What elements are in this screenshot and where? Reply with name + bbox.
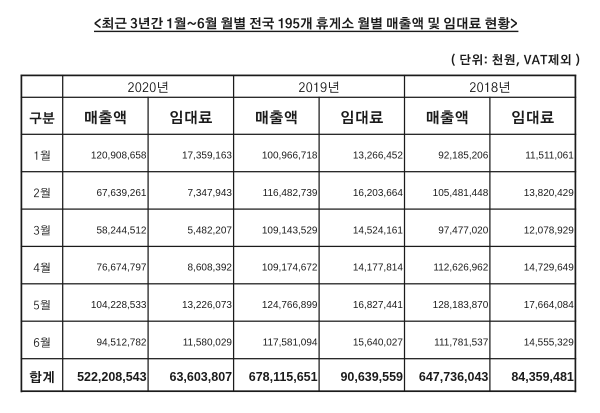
svg-text:13,226,073: 13,226,073 xyxy=(182,300,232,311)
svg-text:109,174,672: 109,174,672 xyxy=(262,263,318,274)
svg-text:84,359,481: 84,359,481 xyxy=(511,370,574,384)
svg-text:14,177,814: 14,177,814 xyxy=(353,263,403,274)
svg-text:76,674,797: 76,674,797 xyxy=(96,263,146,274)
svg-text:100,966,718: 100,966,718 xyxy=(262,151,318,162)
svg-text:58,244,512: 58,244,512 xyxy=(96,225,146,236)
svg-text:11,580,029: 11,580,029 xyxy=(183,338,233,349)
svg-text:124,766,899: 124,766,899 xyxy=(262,300,318,311)
svg-text:97,477,020: 97,477,020 xyxy=(438,225,488,236)
svg-text:117,581,094: 117,581,094 xyxy=(263,338,318,349)
svg-text:13,820,429: 13,820,429 xyxy=(524,188,574,199)
svg-text:94,512,782: 94,512,782 xyxy=(96,338,146,349)
svg-text:120,908,658: 120,908,658 xyxy=(91,151,147,162)
svg-text:522,208,543: 522,208,543 xyxy=(77,370,147,384)
svg-text:678,115,651: 678,115,651 xyxy=(249,370,318,384)
svg-text:14,729,649: 14,729,649 xyxy=(524,263,574,274)
svg-text:67,639,261: 67,639,261 xyxy=(96,188,146,199)
svg-text:112,626,962: 112,626,962 xyxy=(433,263,488,274)
svg-text:5,482,207: 5,482,207 xyxy=(188,225,233,236)
svg-text:17,664,084: 17,664,084 xyxy=(524,300,574,311)
svg-text:116,482,739: 116,482,739 xyxy=(263,188,318,199)
svg-text:15,640,027: 15,640,027 xyxy=(353,338,403,349)
svg-text:8,608,392: 8,608,392 xyxy=(188,263,233,274)
svg-text:90,639,559: 90,639,559 xyxy=(340,370,403,384)
svg-text:14,524,161: 14,524,161 xyxy=(353,225,403,236)
svg-text:111,781,537: 111,781,537 xyxy=(434,338,489,349)
svg-text:105,481,448: 105,481,448 xyxy=(433,188,489,199)
svg-text:13,266,452: 13,266,452 xyxy=(353,151,403,162)
svg-text:11,511,061: 11,511,061 xyxy=(525,151,574,162)
svg-text:16,203,664: 16,203,664 xyxy=(353,188,403,199)
svg-text:12,078,929: 12,078,929 xyxy=(524,225,574,236)
svg-text:647,736,043: 647,736,043 xyxy=(419,370,489,384)
svg-text:16,827,441: 16,827,441 xyxy=(353,300,403,311)
svg-text:7,347,943: 7,347,943 xyxy=(188,188,233,199)
svg-text:17,359,163: 17,359,163 xyxy=(182,151,232,162)
svg-text:109,143,529: 109,143,529 xyxy=(262,225,318,236)
svg-text:104,228,533: 104,228,533 xyxy=(91,300,147,311)
svg-text:14,555,329: 14,555,329 xyxy=(524,338,574,349)
svg-text:63,603,807: 63,603,807 xyxy=(170,370,233,384)
svg-text:128,183,870: 128,183,870 xyxy=(433,300,489,311)
svg-text:92,185,206: 92,185,206 xyxy=(438,151,488,162)
